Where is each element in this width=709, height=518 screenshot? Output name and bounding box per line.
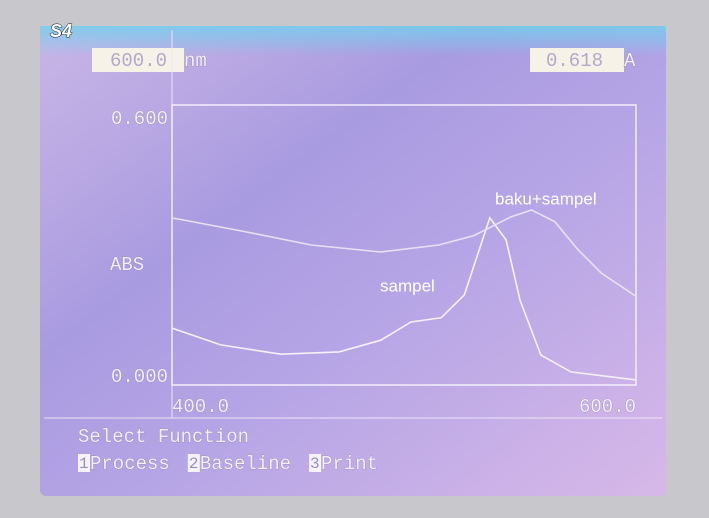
menu: 1 Process 2 Baseline 3 Print	[78, 453, 378, 475]
menu-key-box	[309, 454, 322, 472]
x-tick-label: 600.0	[579, 396, 636, 418]
menu-item[interactable]: Process	[90, 453, 170, 476]
y-axis-label: ABS	[110, 254, 144, 276]
menu-key: 1	[79, 455, 89, 473]
menu-key: 3	[310, 455, 320, 473]
y-tick-label: 0.600	[111, 108, 168, 130]
menu-key-box	[78, 454, 90, 472]
screen	[40, 26, 666, 496]
menu-key: 2	[189, 455, 199, 473]
series-label: baku+sampel	[495, 189, 597, 208]
y-tick-label: 0.000	[111, 366, 168, 388]
wavelength-unit: nm	[184, 50, 207, 72]
plot-frame	[171, 104, 637, 386]
absorbance-readout: 0.618	[546, 50, 603, 72]
series-line	[171, 209, 637, 297]
x-tick-label: 400.0	[172, 396, 229, 418]
readout-box	[530, 48, 624, 72]
series-label: sampel	[380, 276, 435, 295]
wavelength-readout: 600.0	[110, 50, 167, 72]
menu-item[interactable]: Print	[321, 453, 379, 476]
menu-key-box	[187, 454, 200, 472]
absorbance-unit: A	[624, 50, 636, 72]
menu-title: Select Function	[78, 426, 249, 448]
brand: S4	[50, 21, 72, 41]
readout-box	[92, 48, 184, 72]
menu-item[interactable]: Baseline	[200, 453, 292, 476]
series-line	[171, 216, 637, 381]
